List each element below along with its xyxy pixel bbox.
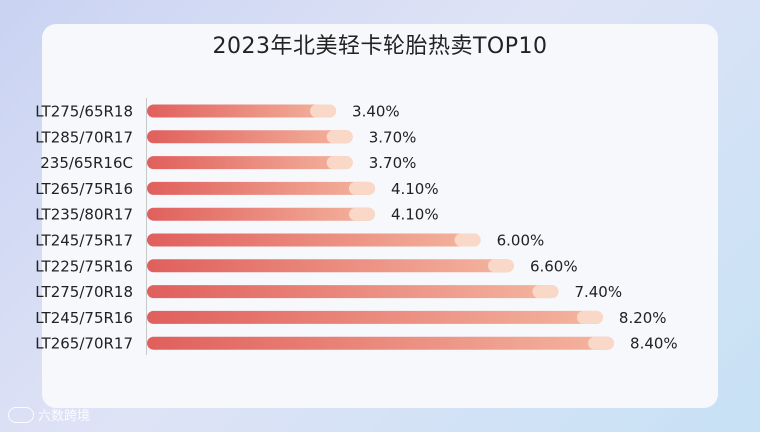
bar-cap	[348, 181, 375, 195]
bar	[147, 156, 353, 170]
bar-cap	[532, 285, 559, 299]
value-label: 6.60%	[530, 257, 578, 275]
bar	[147, 181, 375, 195]
bar-cap	[310, 104, 337, 118]
value-label: 8.20%	[619, 309, 667, 327]
value-label: 4.10%	[391, 180, 439, 198]
bar	[147, 233, 481, 247]
watermark-logo-icon	[8, 406, 34, 423]
bar-cap	[326, 156, 353, 170]
value-label: 3.70%	[369, 128, 417, 146]
value-label: 3.40%	[352, 103, 400, 121]
category-label: LT245/75R17	[35, 232, 133, 250]
category-label: LT245/75R16	[35, 309, 133, 327]
bar	[147, 285, 559, 299]
bar	[147, 207, 375, 221]
bar-cap	[348, 207, 375, 221]
bars-group: LT275/65R18 3.40% LT285/70R17 3.70% 235/65R1…	[35, 103, 677, 353]
category-label: LT265/75R16	[35, 180, 133, 198]
value-label: 7.40%	[574, 283, 622, 301]
bar	[147, 310, 603, 324]
category-label: 235/65R16C	[40, 154, 133, 172]
bar-cap	[576, 310, 603, 324]
value-label: 3.70%	[369, 154, 417, 172]
category-label: LT235/80R17	[35, 206, 133, 224]
value-label: 4.10%	[391, 206, 439, 224]
bar-cap	[454, 233, 481, 247]
watermark-text: 六数跨境	[38, 409, 91, 424]
bar	[147, 336, 615, 350]
category-label: LT265/70R17	[35, 335, 133, 353]
bar	[147, 259, 514, 273]
bar	[147, 130, 353, 144]
value-label: 8.40%	[630, 335, 678, 353]
value-label: 6.00%	[497, 232, 545, 250]
chart-title: 2023年北美轻卡轮胎热卖TOP10	[212, 34, 548, 59]
category-label: LT225/75R16	[35, 257, 133, 275]
bar	[147, 104, 337, 118]
watermark: 六数跨境	[8, 405, 90, 424]
category-label: LT275/65R18	[35, 103, 133, 121]
bar-cap	[588, 336, 615, 350]
bar-cap	[487, 259, 514, 273]
category-label: LT275/70R18	[35, 283, 133, 301]
category-label: LT285/70R17	[35, 128, 133, 146]
bar-cap	[326, 130, 353, 144]
